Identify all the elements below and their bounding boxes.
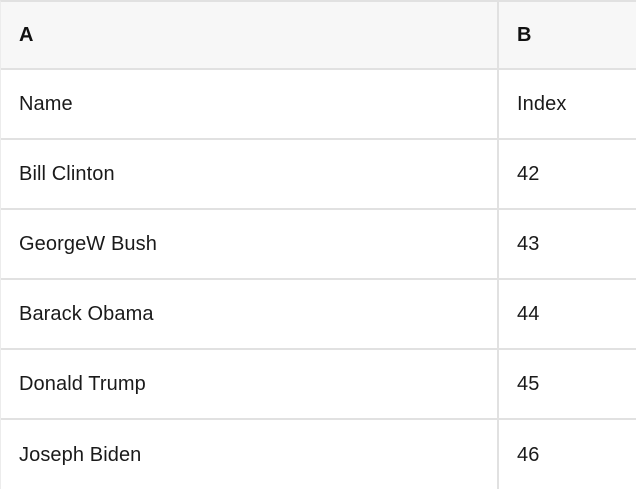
cell-b-row1[interactable]: Index [517,93,567,115]
cell-a-row3[interactable]: GeorgeW Bush [1,210,499,278]
cell-b-row4[interactable]: 44 [517,303,540,325]
table-row: Barack Obama 44 [1,280,636,350]
cell-a-row2[interactable]: Bill Clinton [1,140,499,208]
cell-a-row6[interactable]: Joseph Biden [1,420,499,489]
table-row: Name Index [1,70,636,140]
cell-b-row3[interactable]: 43 [517,233,540,255]
cell-b-row2[interactable]: 42 [517,163,540,185]
header-row: A B [1,2,636,70]
table-row: Joseph Biden 46 [1,420,636,489]
column-header-b[interactable]: B [517,24,532,46]
table-row: GeorgeW Bush 43 [1,210,636,280]
column-header-a[interactable]: A [1,2,499,68]
cell-b-row6[interactable]: 46 [517,443,540,466]
cell-a-row4[interactable]: Barack Obama [1,280,499,348]
table-row: Donald Trump 45 [1,350,636,420]
cell-a-row1[interactable]: Name [1,70,499,138]
cell-a-row5[interactable]: Donald Trump [1,350,499,418]
cell-b-row5[interactable]: 45 [517,373,540,395]
table-row: Bill Clinton 42 [1,140,636,210]
